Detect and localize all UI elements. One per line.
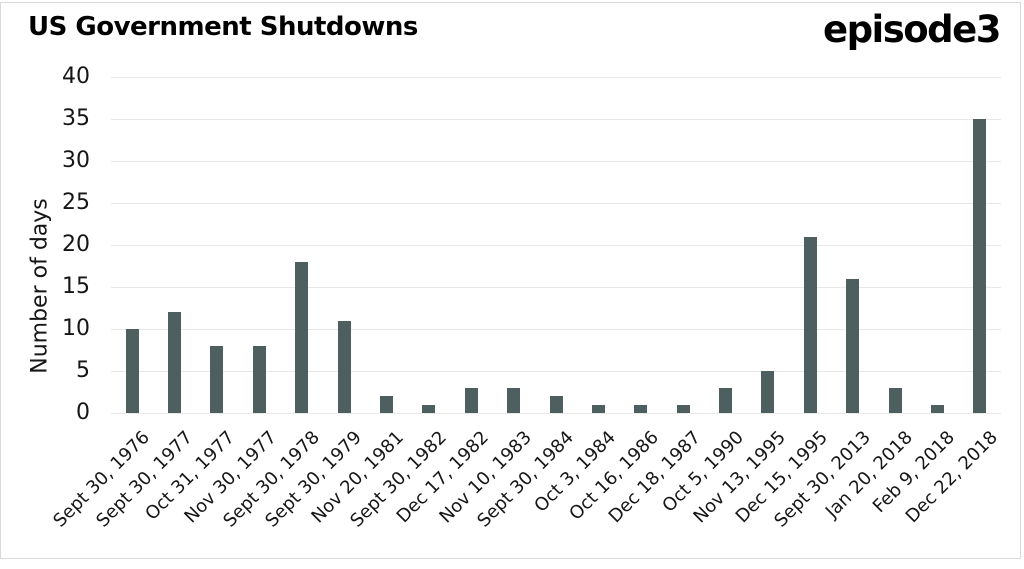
gridline-y-0: [111, 413, 1001, 414]
gridline-y-25: [111, 203, 1001, 204]
plot-area: [111, 77, 1001, 414]
y-tick-label: 35: [62, 106, 90, 131]
bar: [930, 404, 944, 413]
bar: [634, 404, 648, 413]
gridline-y-15: [111, 287, 1001, 288]
gridline-y-10: [111, 329, 1001, 330]
bar: [464, 387, 478, 413]
y-tick-label: 15: [62, 274, 90, 299]
bar: [422, 404, 436, 413]
bar: [507, 387, 521, 413]
bar: [125, 329, 139, 413]
bar: [252, 345, 266, 413]
bar: [761, 371, 775, 413]
bar: [719, 387, 733, 413]
gridline-y-40: [111, 77, 1001, 78]
y-tick-label: 25: [62, 190, 90, 215]
bar: [676, 404, 690, 413]
episode3-logo: episode3: [822, 8, 1002, 51]
bar: [803, 236, 817, 413]
bar: [379, 396, 393, 413]
bar: [337, 320, 351, 413]
bar: [549, 396, 563, 413]
gridline-y-30: [111, 161, 1001, 162]
y-tick-label: 5: [76, 358, 90, 383]
bar: [846, 278, 860, 413]
gridline-y-20: [111, 245, 1001, 246]
y-tick-label: 30: [62, 148, 90, 173]
bar: [168, 312, 182, 413]
bar: [888, 387, 902, 413]
bar: [295, 261, 309, 413]
y-tick-label: 10: [62, 316, 90, 341]
bar: [591, 404, 605, 413]
chart-title: US Government Shutdowns: [28, 12, 418, 42]
y-tick-label: 0: [76, 400, 90, 425]
gridline-y-35: [111, 119, 1001, 120]
bar: [210, 345, 224, 413]
gridline-y-5: [111, 371, 1001, 372]
bar: [973, 119, 987, 413]
y-tick-label: 40: [62, 64, 90, 89]
y-tick-label: 20: [62, 232, 90, 257]
